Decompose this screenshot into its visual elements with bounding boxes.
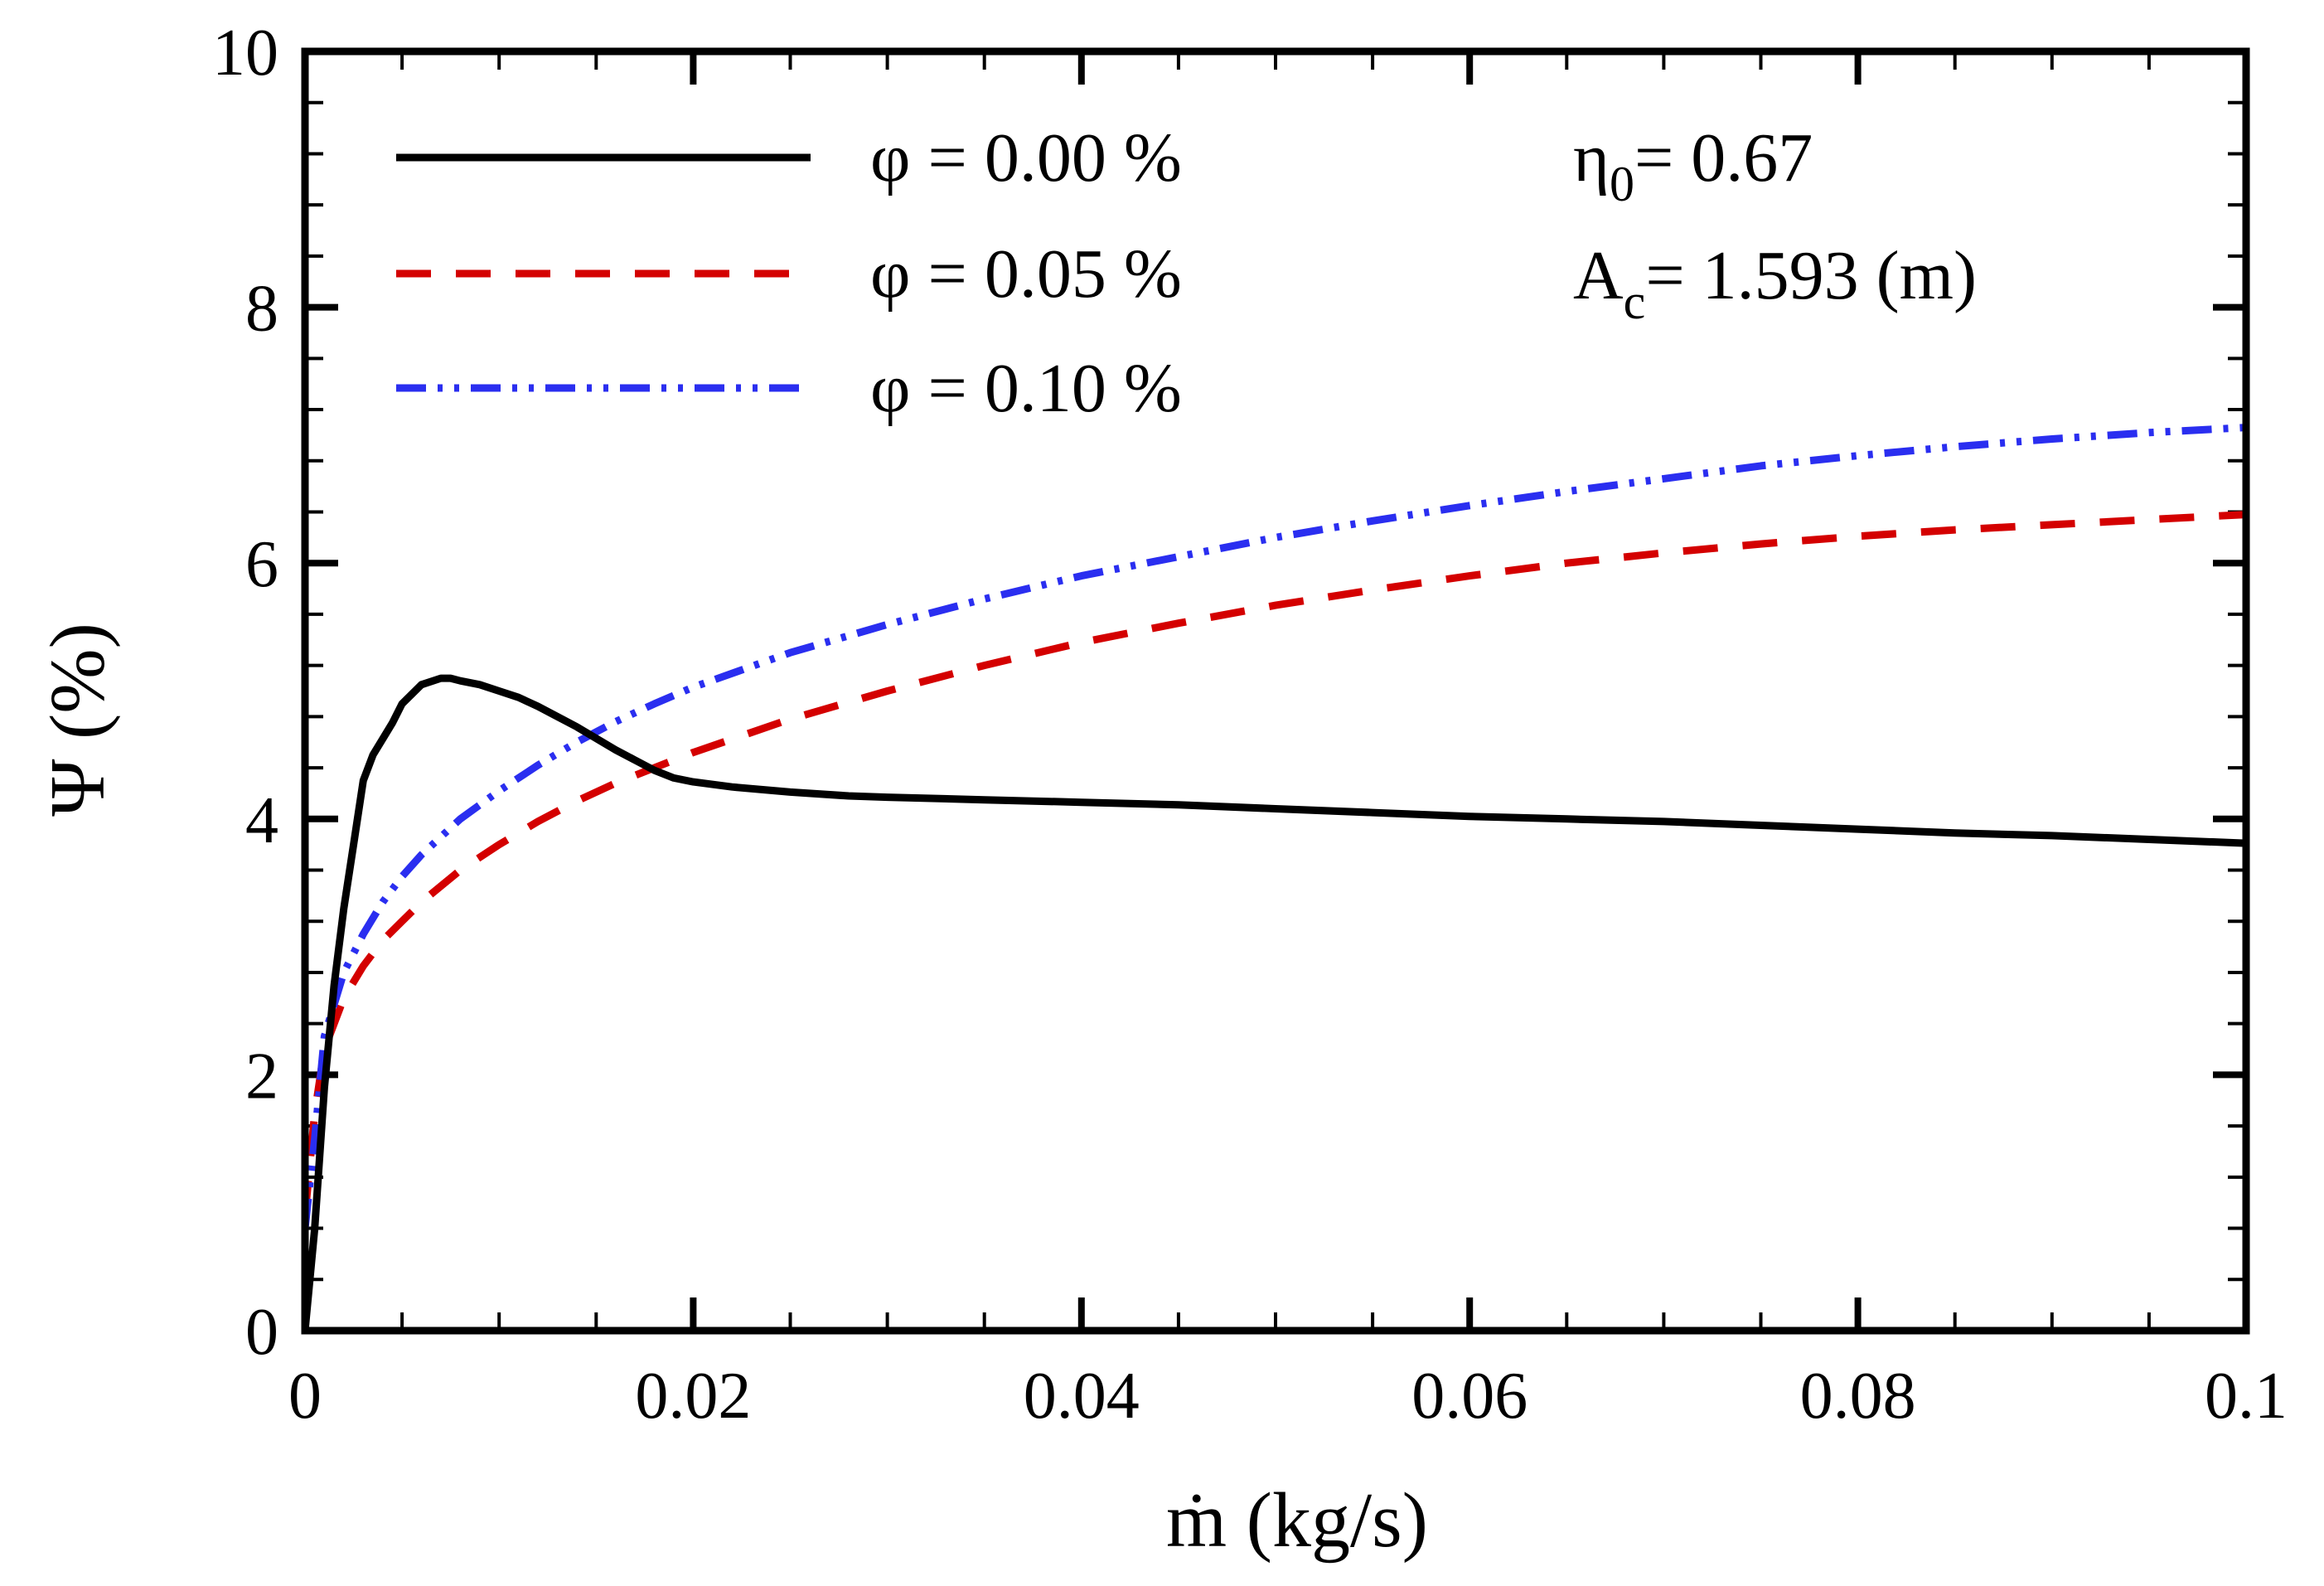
eta-symbol: η — [1573, 119, 1610, 196]
series-layer — [305, 424, 2246, 1331]
series-line-1 — [305, 511, 2246, 1216]
x-tick-label: 0 — [288, 1360, 322, 1433]
x-tick-label: 0.02 — [635, 1360, 751, 1433]
eta-value: = 0.67 — [1634, 119, 1813, 196]
svg-text:η0= 0.67: η0= 0.67 — [1573, 119, 1813, 211]
plot-frame — [301, 47, 2250, 1335]
legend-label-0: φ = 0.00 % — [870, 119, 1182, 196]
y-tick-label: 0 — [245, 1296, 278, 1369]
y-tick-label: 2 — [245, 1040, 278, 1113]
y-tick-labels: 0 2 4 6 8 10 — [212, 17, 278, 1369]
x-axis-label: ṁ (kg/s) — [1166, 1477, 1428, 1564]
legend-label-1: φ = 0.05 % — [870, 235, 1182, 313]
y-tick-label: 8 — [245, 273, 278, 346]
annotation-ac: Ac= 1.593 (m) — [1573, 237, 1977, 329]
x-tick-label: 0.08 — [1800, 1360, 1916, 1433]
ac-value: = 1.593 (m) — [1645, 237, 1977, 314]
x-tick-label: 0.06 — [1411, 1360, 1528, 1433]
series-line-2 — [305, 424, 2246, 1230]
legend: φ = 0.00 % φ = 0.05 % φ = 0.10 % — [396, 119, 1182, 427]
legend-label-2: φ = 0.10 % — [870, 350, 1182, 427]
y-tick-label: 4 — [245, 784, 278, 857]
x-tick-labels: 0 0.02 0.04 0.06 0.08 0.1 — [288, 1360, 2288, 1433]
y-tick-label: 10 — [212, 17, 278, 90]
ac-symbol: A — [1573, 237, 1624, 314]
y-tick-label: 6 — [245, 528, 278, 601]
svg-text:Ac= 1.593 (m): Ac= 1.593 (m) — [1573, 237, 1977, 329]
annotation-eta: η0= 0.67 — [1573, 119, 1813, 211]
x-tick-label: 0.1 — [2205, 1360, 2288, 1433]
y-axis-label: Ψ (%) — [35, 623, 121, 817]
series-line-0 — [305, 674, 2246, 1331]
ac-subscript: c — [1624, 274, 1646, 329]
eta-subscript: 0 — [1610, 157, 1634, 211]
x-tick-label: 0.04 — [1024, 1360, 1140, 1433]
